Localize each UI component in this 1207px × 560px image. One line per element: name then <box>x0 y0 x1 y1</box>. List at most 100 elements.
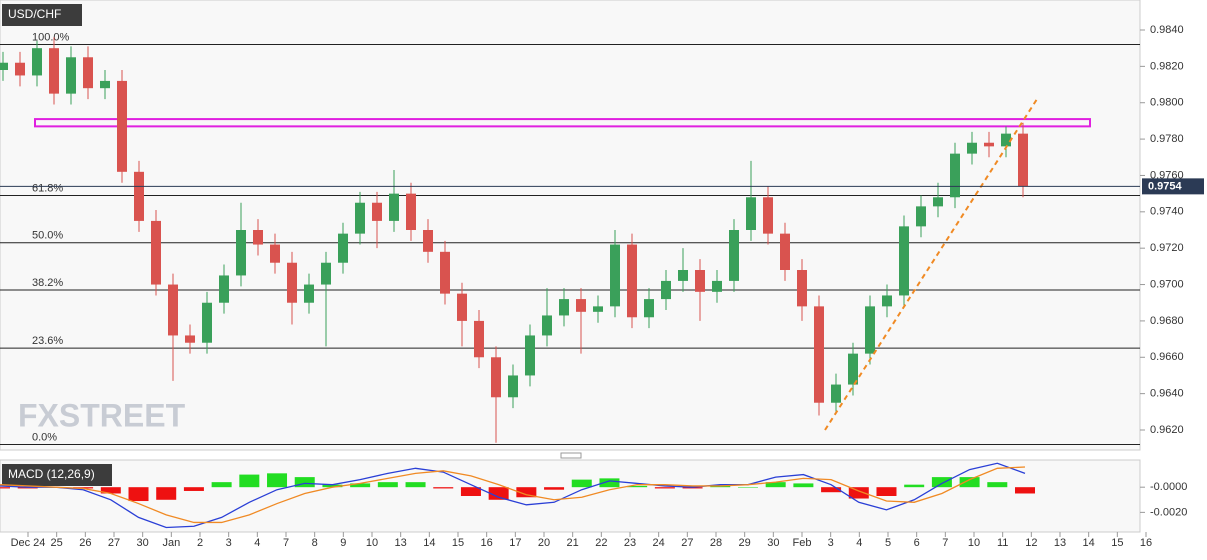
candle-body <box>882 295 892 307</box>
y-tick-label: 0.9840 <box>1150 24 1184 36</box>
candle-body <box>780 233 790 270</box>
candle-body <box>338 233 348 263</box>
x-tick-label: 7 <box>942 537 948 549</box>
x-tick-label: 20 <box>538 537 550 549</box>
x-tick-label: 28 <box>710 537 722 549</box>
macd-y-tick-label: -0.0000 <box>1150 481 1187 493</box>
fib-label: 0.0% <box>32 431 57 443</box>
candle-body <box>933 197 943 207</box>
candle-body <box>423 230 433 252</box>
candle-body <box>168 284 178 336</box>
candle-body <box>440 251 450 294</box>
resistance-zone <box>34 118 1091 128</box>
candle-body <box>219 275 229 303</box>
x-tick-label: 30 <box>767 537 779 549</box>
y-tick-label: 0.9680 <box>1150 315 1184 327</box>
x-tick-label: 25 <box>51 537 63 549</box>
candle-body <box>32 48 42 76</box>
x-tick-label: 16 <box>1140 537 1152 549</box>
candle-body <box>1001 133 1011 147</box>
fib-label: 23.6% <box>32 335 63 347</box>
macd-histogram-bar <box>0 487 10 489</box>
macd-histogram-bar <box>793 483 814 488</box>
candle-body <box>474 320 484 358</box>
x-tick-label: 17 <box>509 537 521 549</box>
macd-histogram-bar <box>931 477 952 488</box>
macd-histogram-bar <box>1015 487 1035 494</box>
candle-body <box>831 384 841 403</box>
candle-body <box>593 306 603 312</box>
x-tick-label: 5 <box>885 537 891 549</box>
x-tick-label: Feb <box>793 537 812 549</box>
candle-body <box>270 244 280 263</box>
x-tick-label: 23 <box>624 537 636 549</box>
candle-body <box>746 197 756 230</box>
fib-label: 61.8% <box>32 182 63 194</box>
x-tick-label: 10 <box>366 537 378 549</box>
macd-histogram-bar <box>544 487 565 490</box>
x-tick-label: 4 <box>856 537 862 549</box>
y-tick-label: 0.9800 <box>1150 97 1184 109</box>
x-tick-label: 24 <box>653 537 665 549</box>
macd-histogram-bar <box>128 487 149 502</box>
macd-histogram-bar <box>100 487 121 494</box>
candle-body <box>627 244 637 318</box>
x-tick-label: 12 <box>1025 537 1037 549</box>
macd-y-tick-label: -0.0020 <box>1150 506 1187 518</box>
candle-body <box>236 230 246 276</box>
candle-body <box>763 197 773 234</box>
candle-body <box>797 270 807 307</box>
x-tick-label: 9 <box>340 537 346 549</box>
macd-panel <box>0 459 1141 533</box>
x-tick-label: 15 <box>452 537 464 549</box>
candle-body <box>644 299 654 318</box>
trendline <box>824 98 1038 431</box>
macd-histogram-bar <box>959 477 980 488</box>
y-tick-label: 0.9720 <box>1150 242 1184 254</box>
x-tick-label: Jan <box>162 537 180 549</box>
x-tick-label: 7 <box>283 537 289 549</box>
x-tick-label: 8 <box>312 537 318 549</box>
y-tick-label: 0.9760 <box>1150 169 1184 181</box>
y-tick-label: 0.9660 <box>1150 351 1184 363</box>
macd-histogram-bar <box>571 479 592 488</box>
candle-body <box>15 62 25 76</box>
macd-histogram-bar <box>405 482 426 488</box>
x-tick-label: 14 <box>423 537 435 549</box>
x-tick-label: 6 <box>914 537 920 549</box>
panel-handle <box>560 452 582 459</box>
x-tick-label: 14 <box>1083 537 1095 549</box>
signal-line <box>0 466 1026 524</box>
candle-body <box>372 202 382 221</box>
macd-histogram-bar <box>488 487 509 500</box>
x-tick-label: 13 <box>395 537 407 549</box>
macd-histogram-bar <box>821 487 842 493</box>
x-tick-label: 10 <box>968 537 980 549</box>
x-tick-label: 13 <box>1054 537 1066 549</box>
candle-body <box>117 80 127 172</box>
x-tick-label: 16 <box>481 537 493 549</box>
x-tick-label: 4 <box>254 537 260 549</box>
candle-body <box>712 280 722 292</box>
last-price-label: 0.9754 <box>1148 180 1183 192</box>
x-tick-label: 3 <box>828 537 834 549</box>
candle-body <box>967 142 977 154</box>
candle-body <box>49 48 59 94</box>
title-box <box>2 4 82 26</box>
y-tick-label: 0.9640 <box>1150 388 1184 400</box>
macd-histogram-bar <box>239 474 260 488</box>
candle-body <box>389 193 399 221</box>
macd-line <box>0 462 1026 529</box>
candle-body <box>457 293 467 321</box>
candle-body <box>899 226 909 296</box>
macd-histogram-bar <box>156 487 177 500</box>
candle-body <box>151 220 161 285</box>
candle-body <box>287 262 297 303</box>
candle-body <box>865 306 875 354</box>
candle-body <box>984 142 994 147</box>
macd-label: MACD (12,26,9) <box>8 467 95 481</box>
candle-body <box>304 284 314 303</box>
candle-body <box>508 375 518 398</box>
candle-body <box>491 357 501 398</box>
macd-histogram-bar <box>654 487 675 489</box>
